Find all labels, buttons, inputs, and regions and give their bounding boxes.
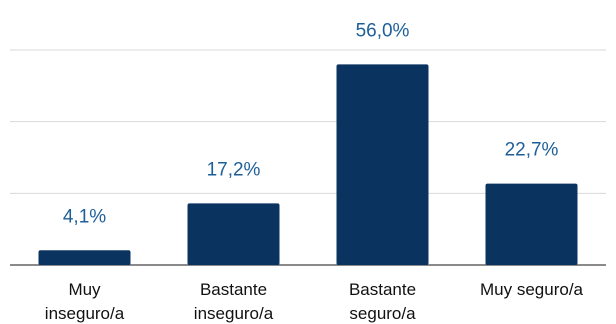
data-label-1: 17,2% [207, 159, 261, 180]
category-label-line: inseguro/a [45, 304, 125, 323]
category-label-line: Muy seguro/a [480, 280, 584, 299]
category-label-2: Bastante seguro/a [349, 280, 416, 323]
gridlines [10, 49, 606, 194]
category-label-0: Muy inseguro/a [45, 280, 125, 323]
category-label-line: Bastante [349, 280, 416, 299]
data-label-3: 22,7% [505, 140, 559, 161]
category-label-line: seguro/a [349, 304, 416, 323]
category-label-3: Muy seguro/a [480, 280, 584, 299]
category-label-line: Muy [68, 280, 101, 299]
bar-2 [336, 64, 429, 265]
category-label-line: inseguro/a [194, 304, 274, 323]
category-label-1: Bastante inseguro/a [194, 280, 274, 323]
bar-0 [38, 250, 131, 265]
category-label-line: Bastante [200, 280, 267, 299]
bar-3 [485, 183, 578, 265]
bar-1 [187, 203, 280, 265]
data-label-2: 56,0% [356, 20, 410, 41]
data-label-0: 4,1% [63, 206, 106, 227]
